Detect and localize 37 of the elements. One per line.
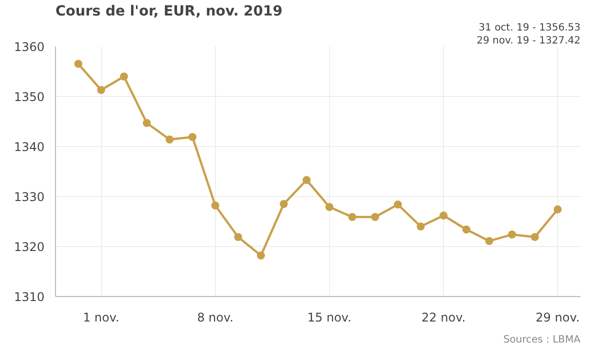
- point: [325, 203, 334, 211]
- point: [120, 72, 128, 80]
- point: [485, 237, 494, 245]
- x-tick-label: 15 nov.: [307, 310, 352, 324]
- y-tick-label: 1310: [14, 290, 45, 304]
- point: [462, 226, 470, 234]
- x-tick-label: 22 nov.: [422, 310, 466, 324]
- point: [394, 200, 402, 208]
- point: [416, 222, 425, 230]
- y-tick-label: 1320: [14, 240, 45, 254]
- point: [280, 200, 288, 208]
- y-tick-label: 1340: [14, 140, 45, 154]
- point: [302, 176, 311, 184]
- point: [508, 230, 516, 238]
- y-tick-label: 1350: [14, 90, 45, 104]
- point: [348, 213, 356, 221]
- x-tick-label: 29 nov.: [536, 310, 580, 324]
- point: [188, 133, 196, 141]
- y-tick-label: 1360: [14, 40, 45, 54]
- point: [211, 202, 220, 210]
- point: [554, 205, 562, 214]
- chart-title: Cours de l'or, EUR, nov. 2019: [56, 4, 282, 20]
- y-tick-label: 1330: [14, 190, 45, 204]
- point: [166, 136, 174, 144]
- annotation: 29 nov. 19 - 1327.42: [476, 36, 581, 46]
- text: 31 oct. 19 - 1356.53: [478, 22, 581, 34]
- point: [234, 233, 242, 241]
- point: [256, 252, 265, 260]
- point: [440, 212, 448, 220]
- point: [371, 213, 380, 221]
- x-tick-label: 8 nov.: [197, 310, 234, 324]
- point: [530, 233, 539, 241]
- point: [142, 119, 151, 127]
- point: [74, 60, 82, 68]
- point: [97, 86, 106, 94]
- x-tick-label: 1 nov.: [82, 310, 120, 324]
- source-note: Sources : LBMA: [503, 334, 581, 346]
